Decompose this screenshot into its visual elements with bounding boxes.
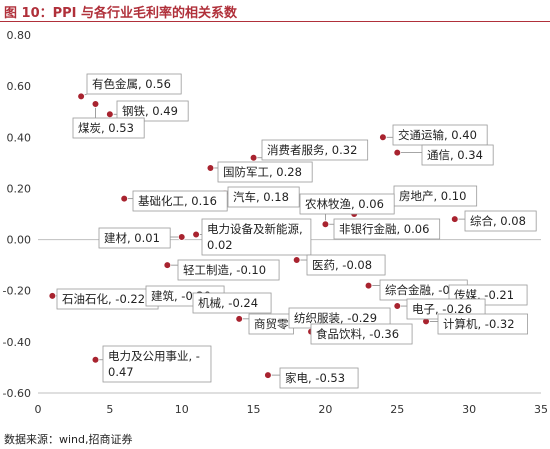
data-label-box (217, 161, 313, 183)
data-point (321, 220, 330, 229)
data-label-box (116, 100, 189, 122)
data-label-box (333, 218, 441, 240)
data-label: 食品饮料, -0.36 (316, 327, 399, 341)
source-note: 数据来源：wind,招商证券 (4, 433, 133, 446)
y-tick-label: 0.80 (7, 29, 32, 42)
data-point (393, 148, 402, 157)
data-label: 国防军工, 0.28 (223, 165, 302, 179)
data-point (249, 153, 258, 162)
data-label-box (227, 186, 300, 208)
y-tick-label: -0.40 (3, 336, 31, 349)
data-label: 非银行金融, 0.06 (339, 222, 429, 236)
y-tick-label: 0.40 (7, 131, 32, 144)
data-label-box (437, 313, 528, 335)
data-label: 农林牧渔, 0.06 (305, 197, 384, 211)
data-label: 建材, 0.01 (104, 231, 160, 245)
data-label-box (86, 73, 182, 95)
data-label: 医药, -0.08 (312, 258, 372, 272)
data-label-box (421, 144, 494, 166)
y-tick-label: 0.60 (7, 80, 32, 93)
x-tick-label: 5 (106, 403, 113, 416)
data-point (192, 230, 200, 239)
data-point (120, 194, 129, 203)
data-label: 机械, -0.24 (198, 296, 258, 310)
data-point (91, 100, 100, 108)
data-point (235, 315, 244, 323)
data-label-box (261, 139, 369, 161)
data-label: 消费者服务, 0.32 (267, 143, 357, 157)
title-divider (0, 21, 550, 22)
data-label: 传媒, -0.21 (454, 288, 514, 302)
data-label: 计算机, -0.32 (443, 317, 515, 331)
y-tick-label: -0.60 (3, 387, 31, 400)
x-tick-label: 20 (318, 403, 332, 416)
data-point (393, 302, 402, 310)
data-point (450, 215, 459, 223)
chart-axes: 0.80 0.60 0.40 0.20 0.00 -0.20 -0.40 -0.60 0 5 10 1… (3, 29, 548, 416)
data-point (91, 355, 100, 364)
x-tick-label: 0 (35, 403, 42, 416)
data-label-box (464, 210, 537, 232)
x-tick-label: 25 (390, 403, 404, 416)
data-label: 综合金融, -0. (385, 283, 453, 297)
data-label: 房地产, 0.10 (399, 189, 466, 203)
data-point (292, 256, 301, 264)
data-label: 综合, 0.08 (470, 214, 526, 228)
data-label: 通信, 0.34 (427, 148, 483, 162)
data-label-box (132, 190, 228, 212)
data-label-box (192, 292, 272, 314)
data-label: 商贸零 (254, 317, 289, 331)
data-label: 石油石化, -0.22 (62, 292, 145, 306)
data-label: 钢铁, 0.49 (122, 104, 178, 118)
y-tick-label: 0.20 (7, 182, 32, 195)
data-label: 纺织服装, -0.29 (294, 311, 377, 325)
data-label: 基础化工, 0.16 (138, 194, 217, 208)
data-point (163, 261, 172, 269)
x-tick-label: 10 (175, 403, 189, 416)
data-label: 电力设备及新能源, 0.02 (207, 222, 303, 252)
data-point (364, 281, 373, 290)
data-point (264, 371, 272, 379)
data-label: 电子, -0.26 (412, 302, 472, 316)
data-point (106, 110, 114, 119)
data-label: 煤炭, 0.53 (78, 121, 134, 135)
x-tick-label: 30 (462, 403, 476, 416)
x-tick-label: 15 (247, 403, 261, 416)
data-label: 家电, -0.53 (285, 371, 345, 385)
data-label-box (102, 345, 212, 383)
data-label: 轻工制造, -0.10 (183, 263, 266, 277)
data-label: 交通运输, 0.40 (398, 128, 477, 142)
data-labels: 有色金属, 0.56 钢铁, 0.49 煤炭, 0.53 交通运输, 0.40 通信, … (56, 73, 537, 389)
x-tick-label: 35 (534, 403, 548, 416)
data-point (206, 164, 215, 172)
data-label-box (72, 117, 145, 139)
data-label-box (98, 227, 171, 249)
data-label-box (310, 323, 413, 345)
data-point (177, 233, 186, 241)
data-point (77, 92, 85, 101)
figure-title: 图 10：PPI 与各行业毛利率的相关系数 (4, 6, 238, 21)
data-label-box (177, 259, 280, 281)
data-point (48, 292, 57, 300)
data-point (379, 133, 387, 142)
data-label-box (306, 254, 386, 276)
data-label: 汽车, 0.18 (233, 190, 289, 204)
data-label-box (201, 218, 312, 256)
data-label: 有色金属, 0.56 (92, 77, 171, 91)
y-tick-label: -0.20 (3, 285, 31, 298)
data-label-box (279, 367, 359, 389)
y-tick-label: 0.00 (7, 234, 32, 247)
data-label-box (299, 193, 395, 215)
data-label: 电力及公用事业, -0.47 (108, 349, 200, 379)
